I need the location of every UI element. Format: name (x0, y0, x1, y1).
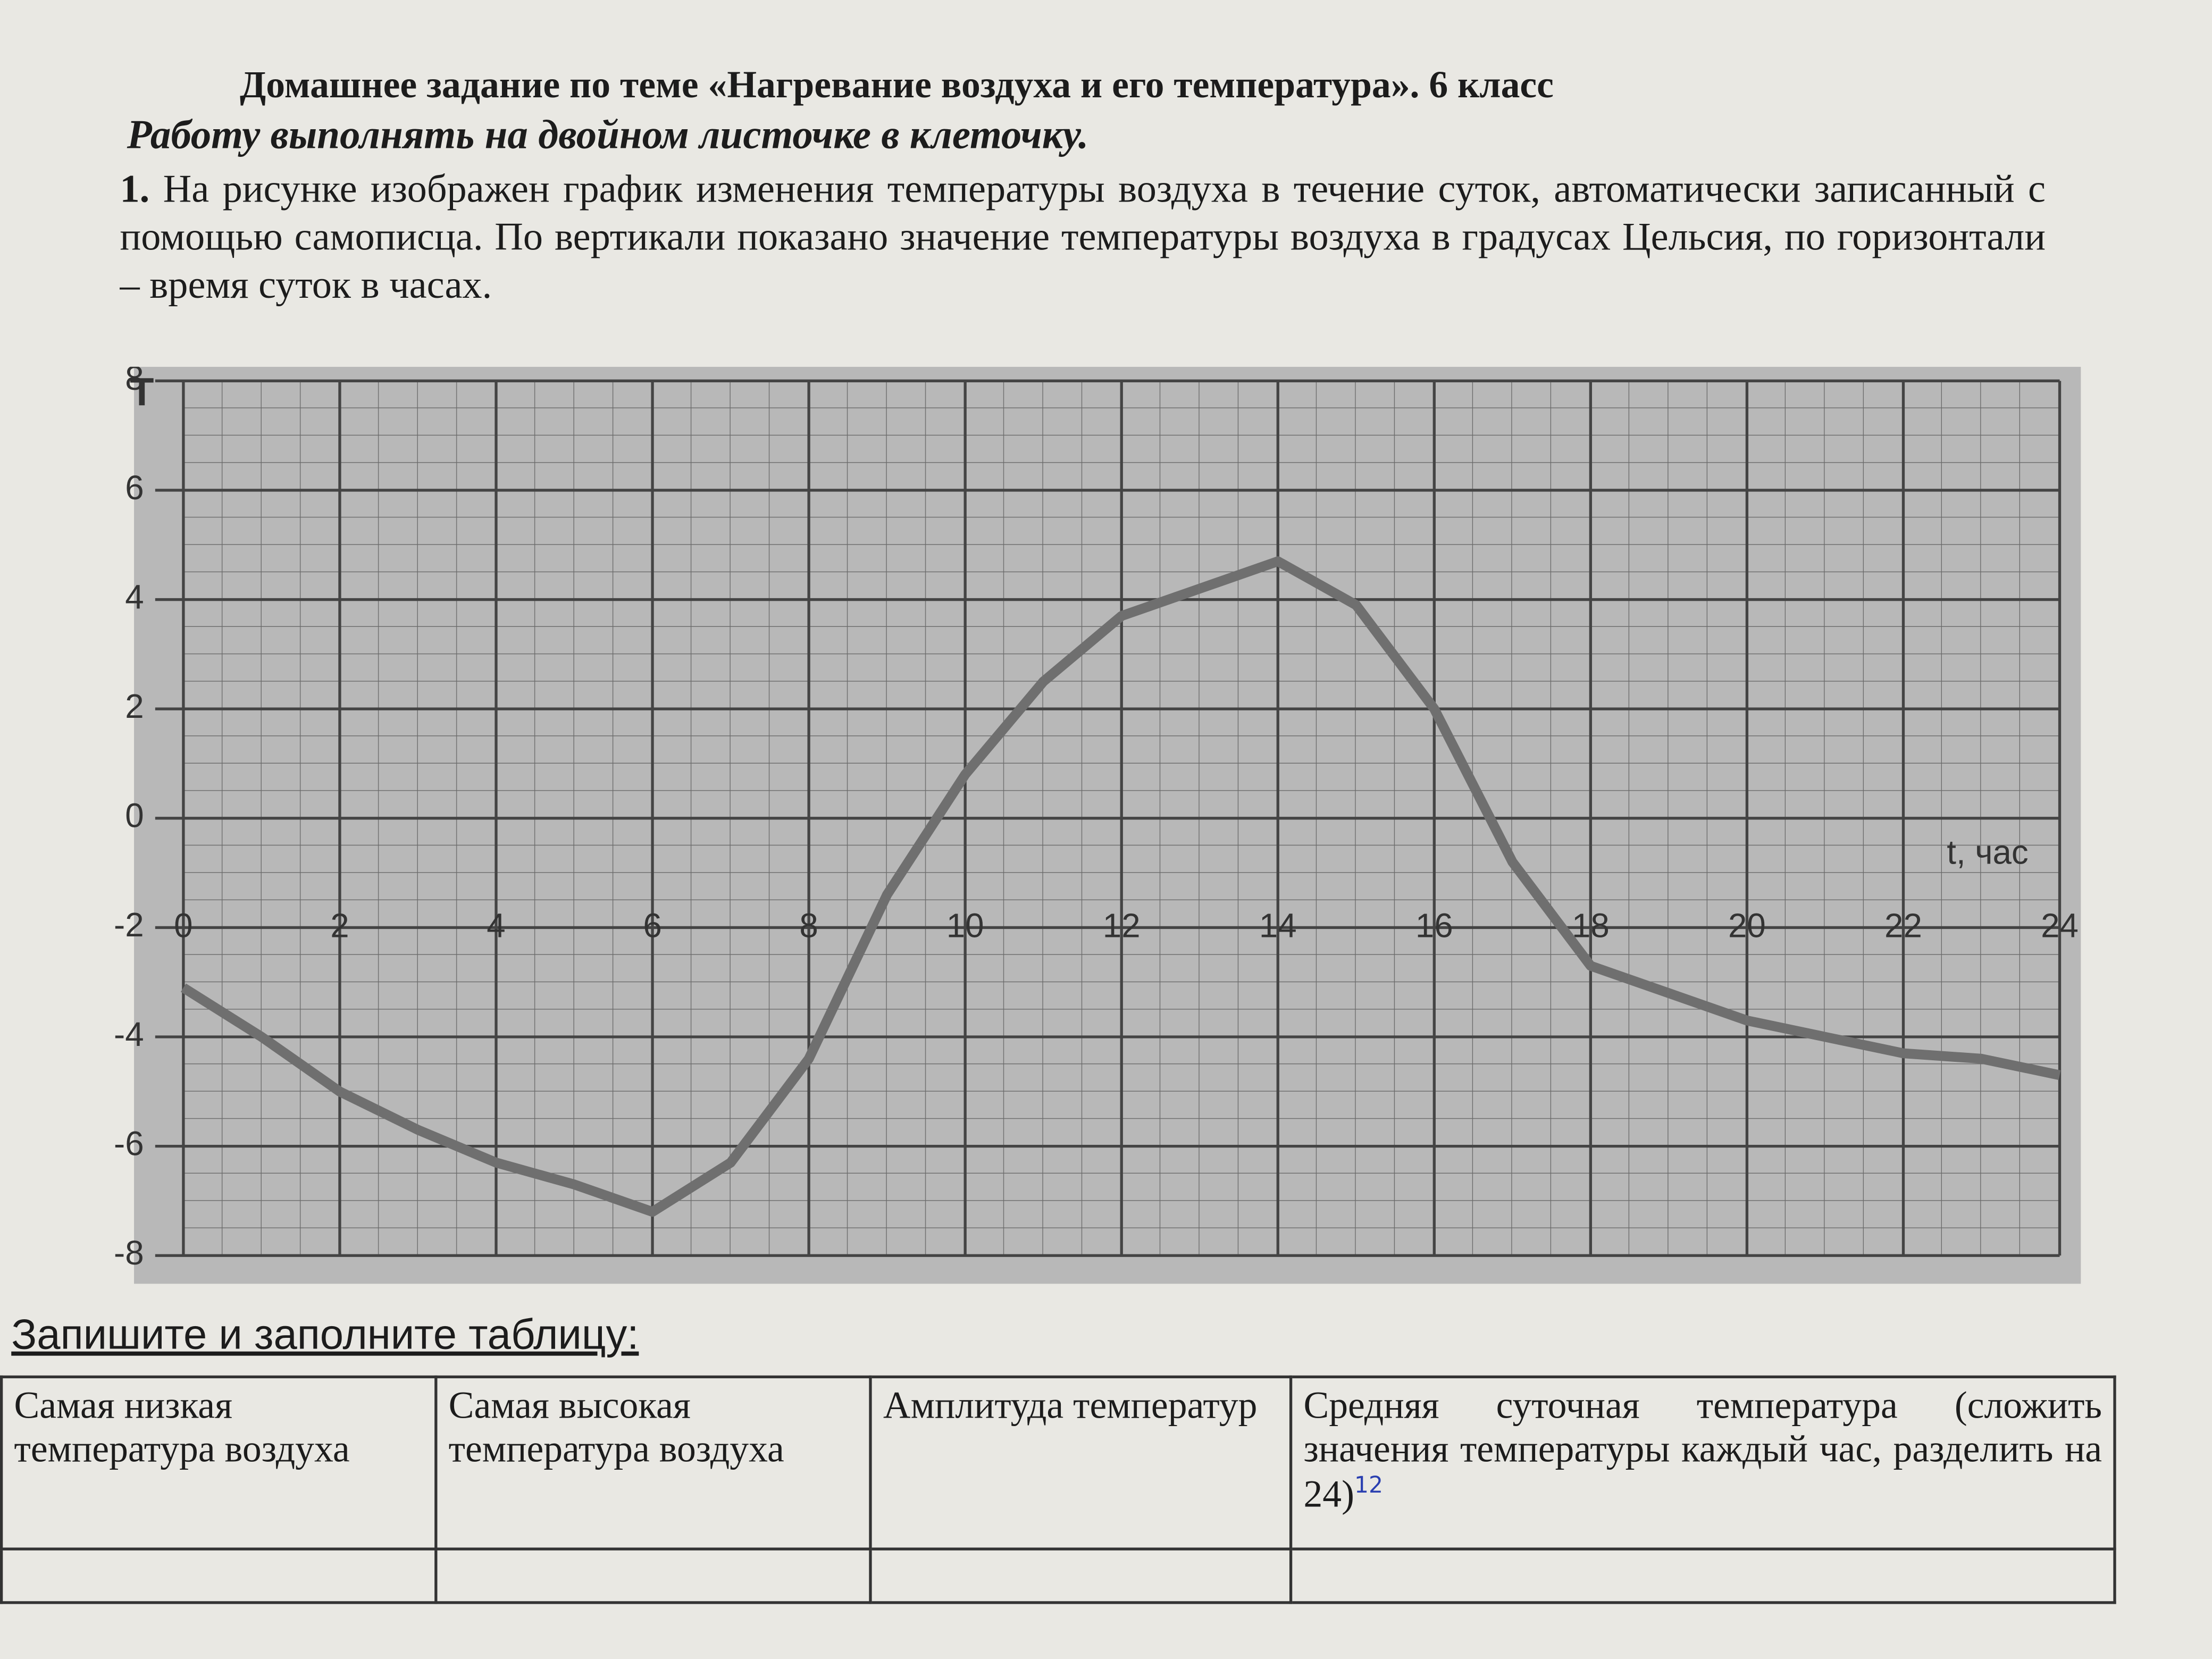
y-tick-label: 6 (125, 469, 144, 507)
x-tick-label: 2 (330, 907, 349, 945)
y-tick-label: 4 (125, 578, 144, 616)
temperature-line (180, 556, 2061, 1217)
answer-table: Самая низкая температура воздуха Самая в… (0, 1375, 2116, 1604)
table-caption: Запишите и заполните таблицу: (11, 1312, 639, 1359)
x-tick-label: 18 (1572, 907, 1610, 945)
x-tick-label: 6 (643, 907, 661, 945)
task-number: 1. (120, 167, 150, 212)
y-tick-label: 2 (125, 688, 144, 725)
y-axis-label: T (130, 370, 154, 414)
x-tick-label: 14 (1259, 907, 1297, 945)
x-tick-label: 20 (1728, 907, 1766, 945)
x-tick-label: 4 (487, 907, 505, 945)
task-text: На рисунке изображен график изменения те… (120, 167, 2046, 308)
header-cell: Средняя суточная температура (сложить зн… (1289, 1375, 2116, 1551)
handwritten-note: 12 (1354, 1471, 1383, 1498)
subtitle: Работу выполнять на двойном листочке в к… (127, 113, 1089, 158)
y-tick-label: 8 (125, 367, 144, 397)
y-tick-label: -6 (114, 1125, 144, 1162)
y-tick-label: -4 (114, 1016, 144, 1053)
header-text: Средняя суточная температура (сложить зн… (1303, 1384, 2102, 1515)
y-tick-label: -2 (114, 906, 144, 944)
title: Домашнее задание по теме «Нагревание воз… (240, 63, 1554, 106)
cell (434, 1547, 872, 1604)
x-tick-label: 0 (174, 907, 192, 945)
x-tick-label: 16 (1415, 907, 1453, 945)
cell (0, 1547, 438, 1604)
header-cell: Амплитуда температур (869, 1375, 1293, 1551)
cell (1289, 1547, 2116, 1604)
y-tick-label: 0 (125, 797, 144, 835)
x-axis-label: t, час (1947, 834, 2028, 872)
x-tick-label: 22 (1884, 907, 1922, 945)
x-tick-label: 8 (799, 907, 818, 945)
header-cell: Самая низкая температура воздуха (0, 1375, 438, 1551)
x-tick-label: 12 (1103, 907, 1141, 945)
header-cell: Самая высокая температура воздуха (434, 1375, 872, 1551)
y-tick-label: -8 (114, 1234, 144, 1272)
x-tick-label: 10 (946, 907, 984, 945)
x-tick-label: 24 (2041, 907, 2079, 945)
task: 1. На рисунке изображен график изменения… (120, 166, 2046, 311)
cell (869, 1547, 1293, 1604)
